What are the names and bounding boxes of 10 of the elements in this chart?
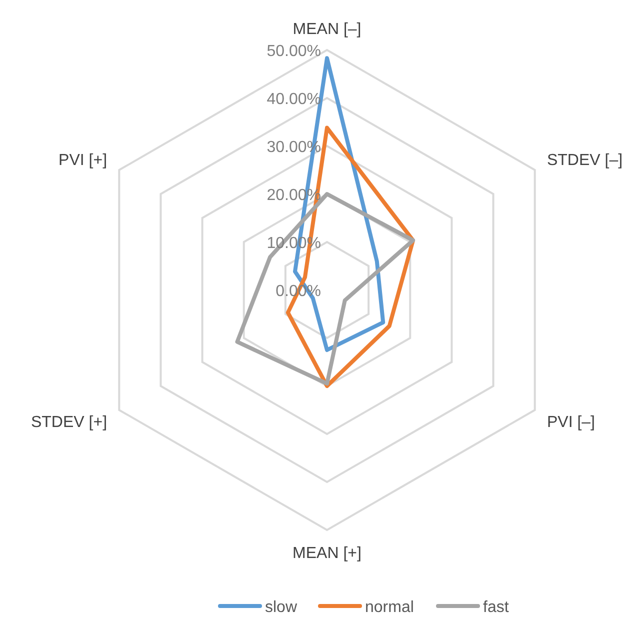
spoke-label: PVI [+] xyxy=(58,152,108,169)
legend-label: fast xyxy=(483,599,510,616)
legend-label: normal xyxy=(365,599,414,616)
spoke-label: STDEV [+] xyxy=(31,414,108,431)
y-tick-label: 50.00% xyxy=(266,43,321,60)
spoke-label: PVI [–] xyxy=(546,414,595,431)
spoke-label: STDEV [–] xyxy=(546,152,623,169)
spoke-label: MEAN [–] xyxy=(292,21,362,38)
legend-label: slow xyxy=(265,599,298,616)
spoke-label: MEAN [+] xyxy=(292,545,362,562)
